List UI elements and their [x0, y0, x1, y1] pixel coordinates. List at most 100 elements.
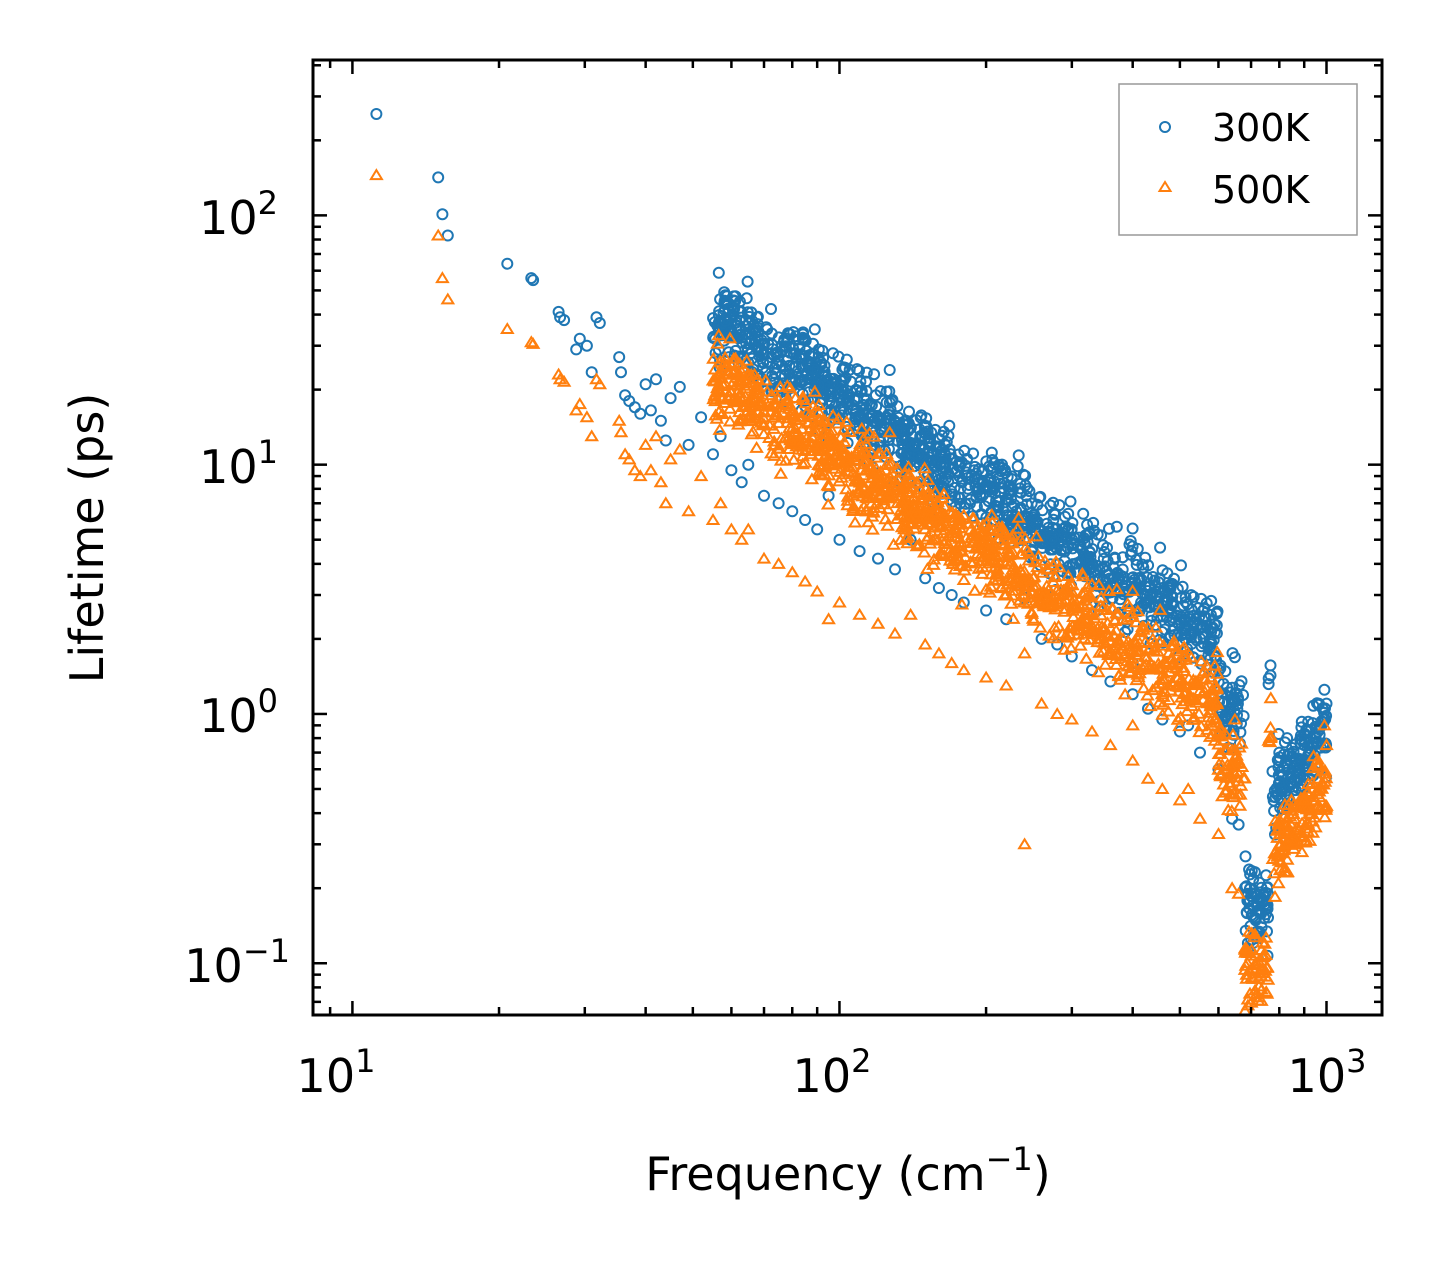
data-point-500k: [1073, 600, 1088, 613]
data-point-300k: [964, 493, 977, 506]
data-point-500k: [797, 574, 813, 587]
data-point-500k: [864, 445, 879, 458]
data-point-300k: [436, 208, 449, 221]
data-point-300k: [833, 533, 846, 546]
data-point-500k: [1147, 635, 1162, 648]
data-point-300k: [751, 311, 763, 324]
data-point-500k: [653, 475, 669, 488]
data-point-500k: [1265, 852, 1281, 864]
data-point-500k: [841, 459, 856, 472]
data-point-500k: [1240, 956, 1255, 969]
data-point-300k: [552, 305, 565, 318]
data-point-500k: [903, 607, 918, 620]
data-point-500k: [786, 452, 802, 465]
data-point-500k: [440, 292, 456, 305]
data-point-500k: [1070, 601, 1086, 614]
data-point-500k: [1096, 644, 1111, 657]
data-point-500k: [987, 560, 1003, 573]
data-point-500k: [999, 577, 1015, 590]
series-300k-points: [370, 108, 1333, 962]
legend-label-500k: 500K: [1212, 168, 1311, 212]
data-point-500k: [1002, 548, 1017, 561]
data-point-500k: [1192, 811, 1208, 824]
data-point-500k: [901, 466, 917, 479]
data-point-500k: [836, 422, 851, 435]
data-point-500k: [611, 413, 627, 426]
data-point-500k: [1108, 623, 1124, 636]
data-point-500k: [994, 522, 1010, 535]
data-point-500k: [500, 322, 515, 334]
data-point-300k: [1228, 651, 1241, 664]
data-point-500k: [1029, 587, 1044, 600]
data-point-500k: [1124, 661, 1140, 673]
data-point-500k: [894, 495, 910, 508]
data-point-500k: [1208, 715, 1224, 728]
data-point-500k: [627, 463, 643, 476]
data-point-500k: [802, 408, 817, 421]
data-point-500k: [893, 532, 908, 545]
data-point-500k: [1247, 927, 1263, 940]
data-point-500k: [771, 556, 786, 569]
data-point-500k: [717, 356, 732, 369]
data-point-500k: [1219, 742, 1235, 755]
data-point-500k: [728, 370, 744, 383]
data-point-300k: [802, 373, 815, 385]
data-point-300k: [808, 323, 821, 336]
data-point-500k: [1184, 699, 1199, 712]
data-point-500k: [1017, 837, 1032, 850]
data-point-300k: [786, 505, 799, 518]
data-point-500k: [1210, 666, 1225, 679]
data-point-300k: [1176, 580, 1189, 593]
data-point-500k: [825, 408, 841, 421]
data-point-500k: [785, 565, 800, 578]
data-point-500k: [643, 463, 659, 476]
data-point-300k: [1130, 558, 1143, 571]
data-point-500k: [1045, 558, 1061, 570]
legend-marker-300k: [1159, 121, 1171, 133]
data-point-500k: [967, 583, 983, 596]
data-point-300k: [741, 275, 754, 288]
data-point-500k: [709, 411, 725, 424]
data-point-300k: [1084, 546, 1096, 559]
data-point-500k: [1220, 803, 1236, 816]
data-point-500k: [1151, 676, 1167, 689]
data-point-300k: [1126, 522, 1139, 535]
data-point-500k: [756, 427, 772, 440]
data-point-300k: [1199, 611, 1212, 624]
data-point-300k: [1183, 626, 1196, 639]
data-point-300k: [818, 365, 831, 378]
data-point-300k: [856, 417, 869, 430]
data-point-500k: [797, 444, 813, 456]
data-point-500k: [766, 448, 782, 461]
data-point-300k: [707, 448, 719, 461]
data-point-300k: [1077, 507, 1090, 520]
data-point-300k: [902, 424, 915, 437]
data-point-500k: [1209, 680, 1225, 693]
data-point-300k: [1266, 790, 1279, 803]
data-point-500k: [773, 466, 789, 479]
data-point-500k: [1255, 961, 1271, 974]
data-point-300k: [800, 344, 813, 357]
data-point-500k: [845, 504, 861, 516]
data-point-500k: [648, 429, 664, 442]
data-point-500k: [987, 554, 1002, 567]
data-point-500k: [1066, 610, 1081, 622]
data-point-500k: [766, 421, 782, 434]
data-point-500k: [1296, 793, 1312, 806]
data-point-500k: [1127, 634, 1142, 647]
data-point-300k: [807, 363, 820, 376]
data-point-300k: [789, 361, 802, 373]
data-point-300k: [1103, 522, 1115, 535]
y-tick-exp: 2: [258, 184, 278, 222]
data-point-500k: [908, 485, 924, 498]
data-point-500k: [1139, 650, 1155, 663]
data-point-500k: [952, 531, 967, 544]
data-point-500k: [1211, 827, 1226, 839]
data-point-300k: [1062, 507, 1075, 520]
x-axis-label-sup: −1: [986, 1140, 1033, 1178]
data-point-300k: [971, 485, 984, 498]
data-point-500k: [1232, 798, 1248, 811]
data-point-500k: [711, 370, 727, 383]
data-point-500k: [758, 373, 773, 386]
data-point-500k: [1084, 724, 1100, 737]
